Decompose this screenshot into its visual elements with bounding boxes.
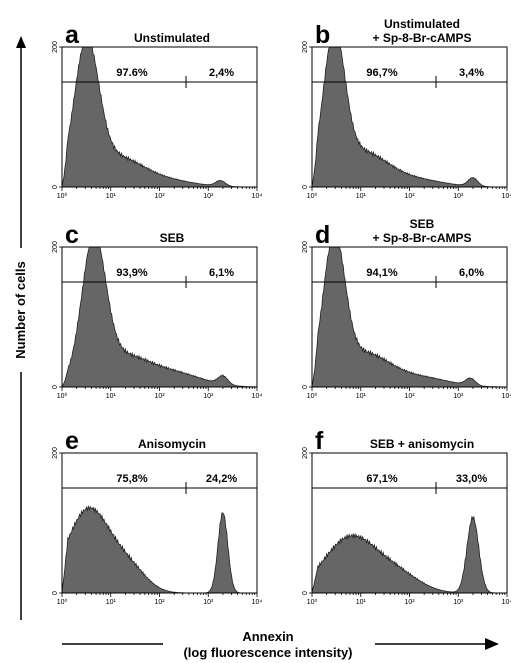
- gate-label-left: 67,1%: [366, 473, 397, 485]
- x-tick-label: 10²: [404, 193, 415, 200]
- y-axis-title: Number of cells: [13, 261, 28, 359]
- x-tick-label: 10²: [154, 393, 165, 400]
- x-tick-label: 10⁴: [502, 393, 511, 400]
- y-tick-label: 200: [52, 447, 59, 459]
- x-tick-label: 10⁰: [57, 192, 68, 200]
- panel-title-d-line1: SEB: [410, 217, 435, 231]
- x-tick-label: 10²: [154, 599, 165, 606]
- panel-a: 97.6% 2,4% 10⁰ 10¹ 10² 10³ 10⁴ 0 200 a Unstimulate…: [52, 21, 262, 200]
- panel-e: 75,8% 24,2% 10⁰ 10¹ 10² 10³ 10⁴ 0 200 e Anisomycin: [52, 427, 262, 606]
- x-tick-label: 10³: [203, 599, 214, 606]
- y-tick-label: 200: [52, 241, 59, 253]
- x-tick-label: 10¹: [356, 393, 367, 400]
- gate-label-left: 97.6%: [116, 67, 147, 79]
- x-tick-label: 10⁰: [307, 392, 318, 400]
- panel-title-d-line2: + Sp-8-Br-cAMPS: [372, 231, 471, 245]
- x-tick-label: 10²: [154, 193, 165, 200]
- panel-letter-c: c: [65, 221, 79, 249]
- x-tick-label: 10¹: [356, 193, 367, 200]
- y-axis-arrowhead: [16, 36, 26, 48]
- histogram-e: [61, 505, 257, 594]
- x-tick-label: 10⁴: [252, 193, 263, 200]
- gate-label-right: 24,2%: [206, 473, 237, 485]
- panel-letter-d: d: [315, 221, 330, 249]
- panel-b: 96,7% 3,4% 10⁰ 10¹ 10² 10³ 10⁴ 0 200 b Unstimulate…: [302, 17, 511, 200]
- gate-label-right: 33,0%: [456, 473, 487, 485]
- gate-label-left: 96,7%: [366, 67, 397, 79]
- x-tick-label: 10⁴: [252, 393, 263, 400]
- panels: 97.6% 2,4% 10⁰ 10¹ 10² 10³ 10⁴ 0 200 a Unstimulate…: [52, 17, 511, 606]
- y-axis-title-group: Number of cells: [13, 36, 28, 620]
- gate-label-right: 3,4%: [459, 67, 484, 79]
- x-axis-title-line2: (log fluorescence intensity): [183, 645, 352, 660]
- x-axis-title-group: Annexin (log fluorescence intensity): [62, 629, 499, 660]
- y-tick-label: 200: [302, 241, 309, 253]
- x-tick-label: 10¹: [106, 393, 117, 400]
- x-tick-label: 10¹: [106, 193, 117, 200]
- x-tick-label: 10⁴: [252, 599, 263, 606]
- y-tick-label: 200: [302, 41, 309, 53]
- panel-d: 94,1% 6,0% 10⁰ 10¹ 10² 10³ 10⁴ 0 200 d SEB+ Sp-8-B…: [302, 217, 511, 400]
- gate-label-left: 93,9%: [116, 267, 147, 279]
- y-tick-label: 0: [52, 385, 59, 389]
- histogram-b: [311, 46, 507, 188]
- x-tick-label: 10⁴: [502, 193, 511, 200]
- x-tick-label: 10⁰: [307, 598, 318, 606]
- panel-c: 93,9% 6,1% 10⁰ 10¹ 10² 10³ 10⁴ 0 200 c SEB: [52, 221, 262, 400]
- x-tick-label: 10⁰: [307, 192, 318, 200]
- x-tick-label: 10²: [404, 599, 415, 606]
- panel-f: 67,1% 33,0% 10⁰ 10¹ 10² 10³ 10⁴ 0 200 f SEB + anis…: [302, 427, 511, 606]
- panel-letter-b: b: [315, 21, 330, 49]
- y-tick-label: 0: [302, 591, 309, 595]
- gate-label-right: 6,0%: [459, 267, 484, 279]
- histogram-a: [61, 46, 257, 188]
- y-tick-label: 0: [302, 185, 309, 189]
- x-tick-label: 10²: [404, 393, 415, 400]
- y-tick-label: 0: [52, 185, 59, 189]
- x-tick-label: 10³: [453, 393, 464, 400]
- y-tick-label: 200: [302, 447, 309, 459]
- x-tick-label: 10¹: [356, 599, 367, 606]
- panel-title-b-line1: Unstimulated: [384, 17, 460, 31]
- panel-letter-a: a: [65, 21, 80, 49]
- panel-letter-f: f: [315, 427, 324, 455]
- y-tick-label: 0: [52, 591, 59, 595]
- x-tick-label: 10³: [453, 599, 464, 606]
- x-axis-arrowhead: [485, 638, 499, 650]
- histogram-d: [311, 246, 508, 388]
- gate-label-right: 2,4%: [209, 67, 234, 79]
- x-tick-label: 10³: [203, 193, 214, 200]
- panel-letter-e: e: [65, 427, 79, 455]
- panel-title-e: Anisomycin: [138, 437, 206, 451]
- x-tick-label: 10⁰: [57, 598, 68, 606]
- panel-title-c: SEB: [160, 231, 185, 245]
- x-tick-label: 10⁴: [502, 599, 511, 606]
- gate-label-right: 6,1%: [209, 267, 234, 279]
- y-tick-label: 0: [302, 385, 309, 389]
- x-tick-label: 10⁰: [57, 392, 68, 400]
- x-tick-label: 10³: [203, 393, 214, 400]
- x-axis-title-line1: Annexin: [242, 629, 293, 644]
- panel-title-a: Unstimulated: [134, 31, 210, 45]
- gate-label-left: 94,1%: [366, 267, 397, 279]
- histogram-f: [311, 515, 507, 594]
- y-tick-label: 200: [52, 41, 59, 53]
- panel-title-b-line2: + Sp-8-Br-cAMPS: [372, 31, 471, 45]
- gate-label-left: 75,8%: [116, 473, 147, 485]
- x-tick-label: 10¹: [106, 599, 117, 606]
- panel-title-f: SEB + anisomycin: [370, 437, 474, 451]
- x-tick-label: 10³: [453, 193, 464, 200]
